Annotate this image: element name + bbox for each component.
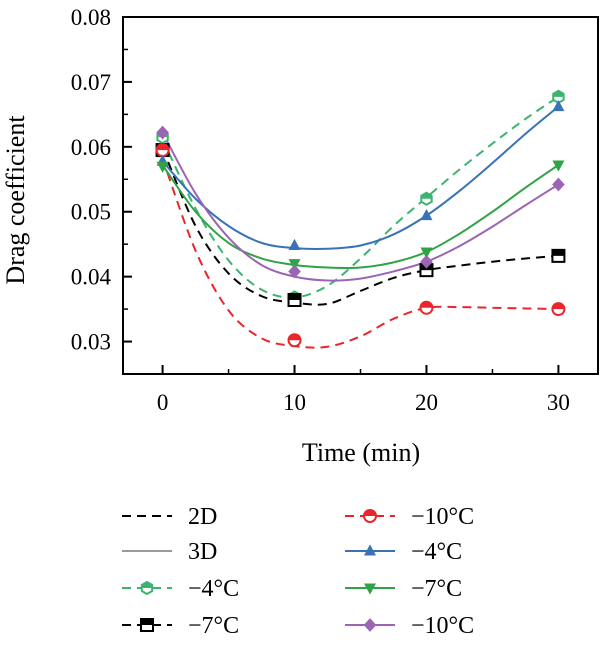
x-tick-label-0: 0 bbox=[157, 390, 169, 415]
legend-entry-2d-2: −10°C bbox=[345, 504, 474, 530]
legend-entry-3d-5: −10°C bbox=[345, 613, 474, 639]
data-point-2-2 bbox=[419, 300, 434, 315]
legend-entry-2d-1: −7°C bbox=[122, 613, 239, 639]
y-tick-label-0-04: 0.04 bbox=[71, 265, 112, 290]
legend-entry-2d-1-label: −7°C bbox=[188, 613, 239, 639]
data-point-1-1 bbox=[287, 293, 302, 308]
data-point-3-1 bbox=[288, 238, 301, 250]
legend-entry-2d-0: −4°C bbox=[122, 576, 239, 602]
legend-entry-2d-2-label: −10°C bbox=[411, 504, 474, 530]
plot-border bbox=[122, 16, 599, 375]
legend-entry-3d-4: −7°C bbox=[345, 576, 462, 602]
data-point-5-3 bbox=[552, 177, 565, 192]
legend-entry-3d-3-marker bbox=[364, 544, 376, 556]
y-tick-label-0-08: 0.08 bbox=[71, 5, 111, 30]
plot-frame bbox=[122, 16, 599, 375]
legend-style-2d-label: 2D bbox=[188, 504, 217, 530]
fit-line-3d-4-c-3 bbox=[161, 105, 560, 250]
x-axis: 0 10 20 30 bbox=[157, 365, 570, 415]
x-axis-label: Time (min) bbox=[302, 438, 420, 467]
legend-entry-3d-3: −4°C bbox=[345, 539, 462, 565]
data-point-4-3 bbox=[552, 160, 565, 172]
y-axis: 0.03 0.04 0.05 0.06 0.07 0.08 bbox=[71, 5, 132, 355]
legend-entry-2d-0-label: −4°C bbox=[188, 576, 239, 602]
data-point-5-0 bbox=[156, 125, 169, 140]
legend-style-3d-label: 3D bbox=[188, 539, 217, 565]
y-tick-label-0-03: 0.03 bbox=[71, 330, 111, 355]
data-point-5-1 bbox=[288, 264, 301, 279]
data-point-2-1 bbox=[287, 333, 302, 348]
legend-entry-2d-0-marker bbox=[140, 580, 154, 596]
y-tick-label-0-07: 0.07 bbox=[71, 70, 111, 95]
data-point-2-0 bbox=[155, 143, 170, 158]
data-point-4-0 bbox=[156, 161, 169, 173]
legend-style-2d: 2D bbox=[122, 504, 217, 530]
data-point-5-2 bbox=[420, 254, 433, 269]
legend-entry-3d-4-marker bbox=[364, 583, 376, 595]
data-point-4-2 bbox=[420, 247, 433, 259]
fit-line-3d-10-c-5 bbox=[161, 132, 559, 282]
fit-line-3d-7-c-4 bbox=[161, 164, 559, 270]
fit-line-2d-4-c-0 bbox=[161, 96, 559, 299]
legend-entry-3d-5-marker bbox=[363, 618, 377, 632]
legend-style-3d: 3D bbox=[122, 539, 217, 565]
y-tick-label-0-06: 0.06 bbox=[71, 135, 111, 160]
fit-lines bbox=[161, 96, 560, 349]
legend: 2D 3D −4°C −7°C −10°C −4°C −7°C −10°C bbox=[122, 504, 474, 639]
data-point-3-3 bbox=[552, 99, 565, 112]
data-point-2-3 bbox=[551, 302, 566, 317]
x-tick-label-30: 30 bbox=[547, 390, 570, 415]
y-axis-label: Drag coefficient bbox=[1, 115, 30, 285]
data-point-0-2 bbox=[420, 191, 433, 206]
fit-line-2d-10-c-2 bbox=[161, 158, 559, 349]
y-tick-label-0-05: 0.05 bbox=[71, 200, 111, 225]
fit-line-2d-7-c-1 bbox=[161, 147, 559, 306]
legend-entry-2d-2-marker bbox=[363, 509, 377, 523]
legend-entry-2d-1-marker bbox=[140, 618, 154, 632]
data-markers bbox=[155, 89, 566, 348]
x-tick-label-20: 20 bbox=[415, 390, 438, 415]
data-point-3-2 bbox=[420, 209, 433, 221]
data-point-1-3 bbox=[551, 248, 566, 263]
legend-entry-3d-5-label: −10°C bbox=[411, 613, 474, 639]
legend-entry-3d-3-label: −4°C bbox=[411, 539, 462, 565]
legend-entry-3d-4-label: −7°C bbox=[411, 576, 462, 602]
x-tick-label-10: 10 bbox=[283, 390, 306, 415]
